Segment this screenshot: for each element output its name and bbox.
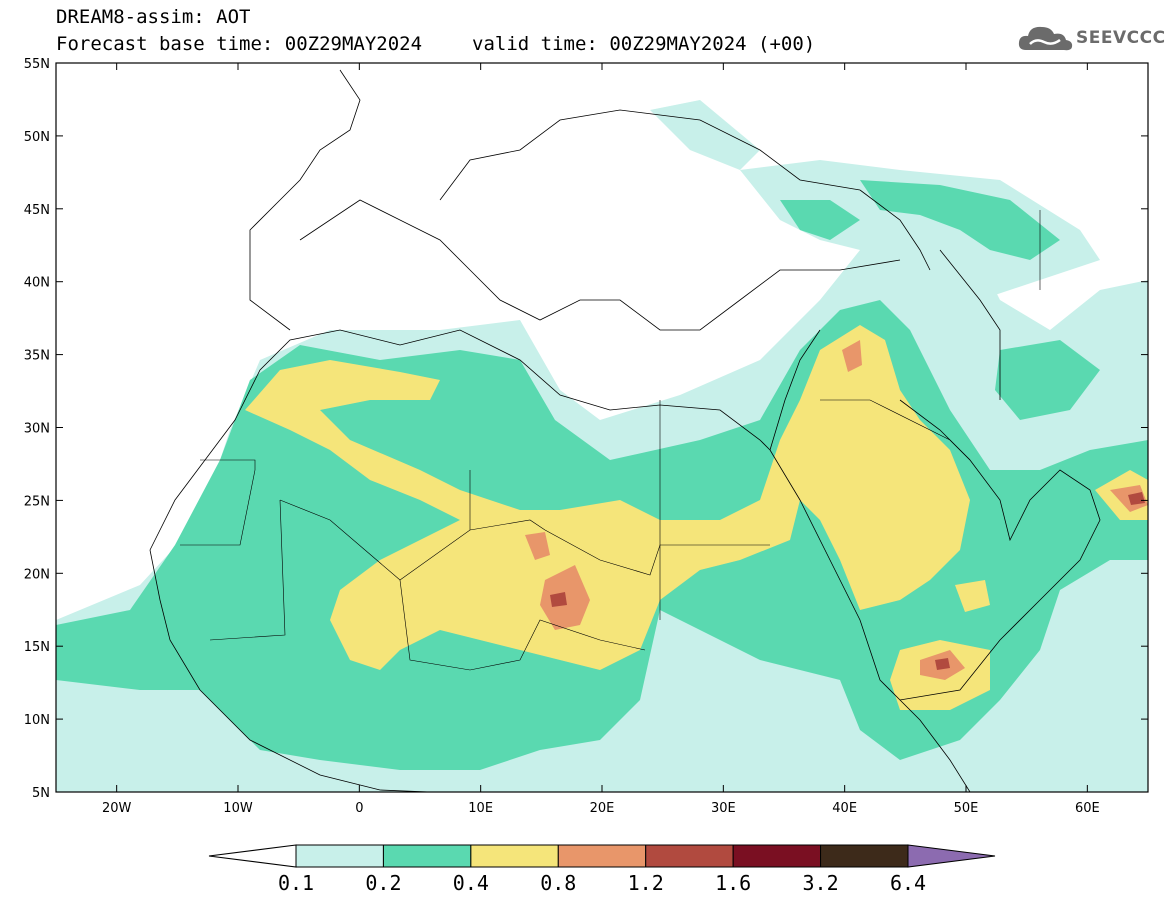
- lat-label: 25N: [24, 494, 50, 509]
- colorbar-swatch: [470, 844, 559, 868]
- valid-time: valid time: 00Z29MAY2024 (+00): [472, 33, 816, 55]
- cloud-icon: [1018, 26, 1073, 51]
- longitude-axis: 20W 10W 0 10E 20E 30E 40E 50E 60E: [102, 63, 1100, 816]
- lon-label: 50E: [954, 801, 979, 816]
- lat-label: 55N: [24, 57, 50, 72]
- lat-label: 15N: [24, 640, 50, 655]
- lat-label: 30N: [24, 422, 50, 437]
- aot-field: [56, 100, 1148, 792]
- lat-label: 10N: [24, 713, 50, 728]
- colorbar-swatch: [382, 844, 472, 868]
- lat-label: 45N: [24, 203, 50, 218]
- lon-label: 0: [355, 801, 363, 816]
- colorbar-swatch: [732, 844, 822, 868]
- country-borders: [180, 210, 1041, 671]
- lon-label: 30E: [711, 801, 736, 816]
- aot-band-1.2: [550, 492, 1145, 670]
- lon-label: 10E: [468, 801, 493, 816]
- colorbar-low-arrow: [208, 844, 297, 868]
- colorbar-swatch: [820, 844, 909, 868]
- colorbar-level-label: 0.1: [278, 871, 314, 895]
- lon-label: 60E: [1075, 801, 1100, 816]
- latitude-axis: 5N 10N 15N 20N 25N 30N 35N 40N 45N 50N 55N: [24, 57, 1148, 801]
- logo-text: SEEVCCC: [1076, 28, 1165, 48]
- lat-label: 40N: [24, 276, 50, 291]
- colorbar-level-label: 0.2: [365, 871, 401, 895]
- lon-label: 20W: [102, 801, 132, 816]
- lat-label: 35N: [24, 349, 50, 364]
- lon-label: 20E: [590, 801, 615, 816]
- base-time: Forecast base time: 00Z29MAY2024: [56, 33, 423, 55]
- colorbar-level-label: 0.4: [453, 871, 489, 895]
- colorbar: 0.1 0.2 0.4 0.8 1.2 1.6 3.2 6.4: [208, 844, 996, 895]
- colorbar-level-label: 1.2: [628, 871, 664, 895]
- lon-label: 40E: [832, 801, 857, 816]
- map-title: DREAM8-assim: AOT: [56, 6, 251, 28]
- lat-label: 5N: [32, 786, 50, 801]
- colorbar-level-label: 1.6: [715, 871, 751, 895]
- colorbar-swatch: [295, 844, 384, 868]
- lat-label: 50N: [24, 130, 50, 145]
- colorbar-level-label: 6.4: [890, 871, 926, 895]
- colorbar-swatch: [557, 844, 647, 868]
- colorbar-swatch: [645, 844, 734, 868]
- coastlines: [149, 69, 1101, 792]
- colorbar-level-label: 3.2: [803, 871, 839, 895]
- lon-label: 10W: [223, 801, 253, 816]
- lat-label: 20N: [24, 567, 50, 582]
- seevccc-logo: SEEVCCC: [1018, 22, 1165, 54]
- colorbar-high-arrow: [907, 844, 996, 868]
- forecast-times: Forecast base time: 00Z29MAY2024 valid ti…: [56, 33, 815, 55]
- colorbar-level-label: 0.8: [540, 871, 576, 895]
